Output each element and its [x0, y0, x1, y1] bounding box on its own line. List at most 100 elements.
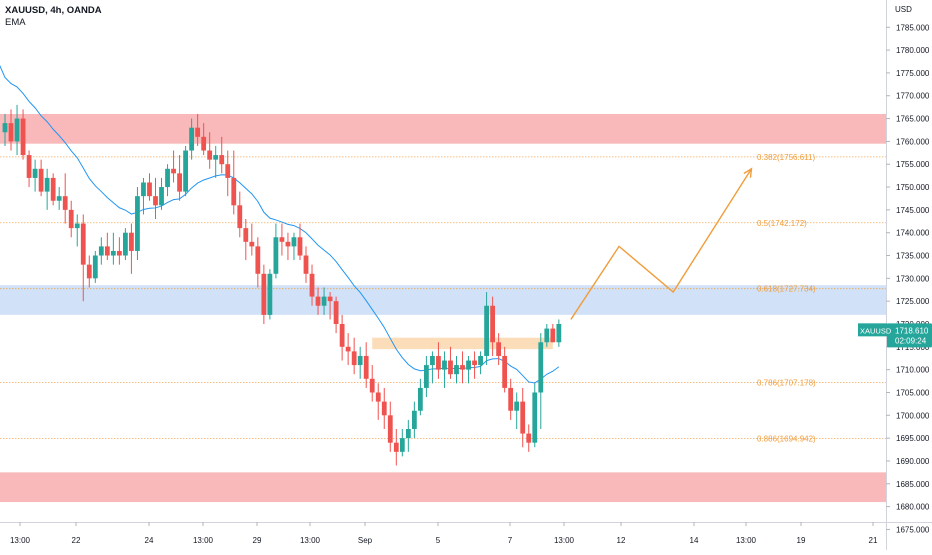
candle[interactable] [267, 269, 273, 320]
candle[interactable] [490, 296, 496, 356]
candle[interactable] [436, 342, 441, 379]
candle[interactable] [50, 173, 56, 206]
candle[interactable] [484, 292, 489, 366]
candle[interactable] [141, 177, 146, 215]
candle[interactable] [550, 324, 556, 343]
candle[interactable] [357, 346, 363, 379]
candle[interactable] [123, 228, 128, 261]
candle[interactable] [327, 292, 333, 320]
candle[interactable] [86, 255, 92, 288]
candle[interactable] [472, 351, 477, 379]
candle[interactable] [165, 164, 170, 197]
candle[interactable] [159, 177, 164, 210]
candle[interactable] [92, 250, 98, 283]
candle[interactable] [225, 150, 231, 197]
candle[interactable] [231, 150, 237, 215]
candle[interactable] [351, 337, 357, 375]
candle-body [2, 123, 8, 133]
candle[interactable] [279, 223, 285, 256]
candle[interactable] [375, 383, 381, 420]
candle[interactable] [321, 287, 327, 315]
candle[interactable] [189, 118, 195, 160]
candle[interactable] [255, 237, 261, 288]
candle[interactable] [339, 314, 345, 361]
candle[interactable] [369, 365, 375, 402]
candle[interactable] [20, 109, 26, 160]
candle[interactable] [502, 346, 508, 393]
candle[interactable] [2, 114, 8, 146]
candle[interactable] [285, 232, 291, 261]
candle[interactable] [297, 223, 303, 261]
candle[interactable] [44, 168, 50, 210]
price-axis[interactable]: USD 1785.000 1780.000 1775.000 1770.000 1765.… [886, 5, 930, 534]
candle[interactable] [8, 109, 14, 151]
time-axis[interactable]: 13:00 22 24 13:00 29 13:00 Sep 5 7 13:00 12 14 13:00… [10, 522, 878, 545]
candle[interactable] [68, 200, 74, 238]
candle[interactable] [508, 378, 514, 420]
candle[interactable] [38, 159, 44, 197]
candle[interactable] [116, 237, 122, 265]
candle[interactable] [478, 351, 483, 375]
candle[interactable] [80, 214, 86, 302]
candle[interactable] [153, 177, 158, 219]
candle[interactable] [74, 214, 80, 247]
candle[interactable] [442, 351, 447, 388]
candle[interactable] [129, 223, 134, 274]
candle[interactable] [32, 159, 38, 192]
candle[interactable] [460, 351, 465, 384]
candle[interactable] [273, 223, 279, 279]
candle[interactable] [405, 419, 411, 452]
candle[interactable] [520, 387, 526, 448]
candle[interactable] [333, 296, 339, 334]
candle[interactable] [14, 104, 20, 156]
candle[interactable] [454, 355, 459, 384]
candle[interactable] [430, 351, 435, 384]
candle-body [129, 232, 134, 251]
candle[interactable] [514, 392, 520, 429]
candle[interactable] [363, 342, 369, 388]
candle-body [321, 296, 327, 306]
candle[interactable] [466, 355, 471, 384]
candle[interactable] [526, 424, 532, 452]
candle[interactable] [56, 187, 62, 210]
candle[interactable] [448, 346, 453, 379]
candle[interactable] [381, 387, 387, 429]
candle[interactable] [110, 232, 116, 265]
candle[interactable] [104, 232, 110, 261]
candle[interactable] [171, 150, 176, 183]
candle[interactable] [213, 145, 219, 178]
candle[interactable] [219, 136, 225, 174]
candle[interactable] [424, 355, 429, 398]
candle[interactable] [496, 333, 502, 366]
candle[interactable] [417, 378, 423, 416]
candle[interactable] [309, 264, 315, 306]
candle[interactable] [261, 264, 267, 324]
candle[interactable] [556, 319, 562, 347]
candle[interactable] [411, 401, 417, 439]
candle[interactable] [195, 114, 201, 146]
candle[interactable] [207, 132, 213, 169]
candle[interactable] [393, 429, 399, 466]
candle[interactable] [315, 287, 321, 315]
candle[interactable] [399, 429, 405, 457]
candle[interactable] [201, 123, 207, 156]
candle[interactable] [98, 237, 104, 265]
candle[interactable] [147, 173, 152, 201]
candle[interactable] [177, 155, 182, 201]
candle[interactable] [345, 333, 351, 366]
candle[interactable] [237, 191, 243, 238]
candle[interactable] [135, 187, 140, 261]
candle[interactable] [62, 173, 68, 224]
candle[interactable] [243, 219, 249, 261]
candle[interactable] [183, 145, 188, 197]
candle[interactable] [291, 232, 297, 261]
candle[interactable] [26, 150, 32, 188]
candle[interactable] [532, 383, 538, 448]
candle[interactable] [538, 333, 544, 429]
candle[interactable] [544, 324, 550, 347]
candle[interactable] [303, 246, 309, 283]
candle[interactable] [387, 401, 393, 452]
candle[interactable] [249, 223, 255, 256]
